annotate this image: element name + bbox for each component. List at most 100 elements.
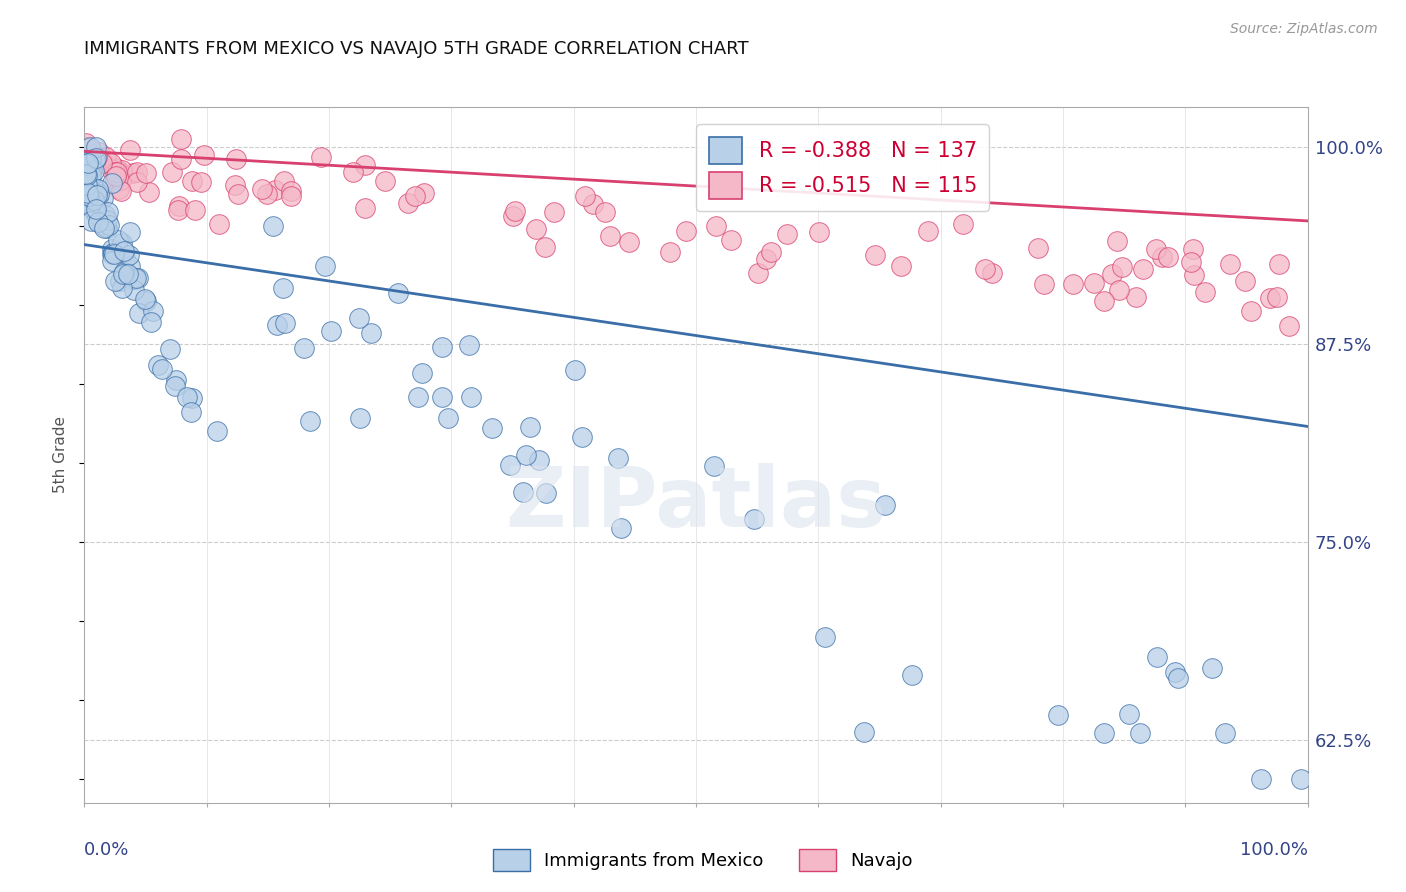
Point [1268,257,1291,271]
Point [84,153,107,167]
Point [1132,261,1154,276]
Point [86,151,108,165]
Point [112,244,135,259]
Point [75,149,97,163]
Point [76,168,98,182]
Point [761,244,783,259]
Point [406,391,429,405]
Point [76,162,98,177]
Point [87,182,110,196]
Point [96,219,118,234]
Point [180,174,202,188]
Point [776,227,799,241]
Point [83,156,105,170]
Point [165,373,187,387]
Point [1157,250,1180,264]
Point [224,178,246,193]
Point [901,668,924,682]
Point [118,259,141,273]
Point [94,208,117,222]
Point [619,235,641,249]
Point [704,219,727,233]
Text: 100.0%: 100.0% [1240,841,1308,859]
Point [184,203,207,218]
Point [96,220,118,235]
Point [458,337,481,351]
Point [146,358,169,372]
Point [404,189,426,203]
Point [503,204,526,219]
Point [1144,242,1167,256]
Point [87,190,110,204]
Point [167,202,190,217]
Point [160,164,183,178]
Text: 0.0%: 0.0% [84,841,129,859]
Text: IMMIGRANTS FROM MEXICO VS NAVAJO 5TH GRADE CORRELATION CHART: IMMIGRANTS FROM MEXICO VS NAVAJO 5TH GRA… [84,40,749,58]
Point [75,140,97,154]
Point [519,419,541,434]
Point [75,153,97,167]
Point [80,152,103,166]
Point [808,225,831,239]
Point [396,195,419,210]
Point [280,184,302,198]
Point [205,424,228,438]
Point [180,405,202,419]
Point [108,163,131,178]
Point [111,281,134,295]
Point [952,217,974,231]
Point [110,173,132,187]
Point [79,140,101,154]
Point [353,158,375,172]
Point [271,280,294,294]
Point [114,252,136,266]
Point [314,259,336,273]
Point [84,207,107,221]
Point [387,285,409,300]
Point [89,187,111,202]
Point [534,240,557,254]
Point [1213,725,1236,739]
Point [128,306,150,320]
Point [430,390,453,404]
Point [190,175,212,189]
Point [107,165,129,179]
Point [1026,240,1049,254]
Point [86,139,108,153]
Point [280,188,302,202]
Point [79,166,101,180]
Point [208,217,231,231]
Point [79,197,101,211]
Point [502,209,524,223]
Point [121,166,143,180]
Point [97,204,120,219]
Point [1092,293,1115,308]
Point [75,136,97,151]
Point [83,193,105,207]
Point [262,219,284,233]
Point [1108,283,1130,297]
Point [863,247,886,261]
Point [80,214,103,228]
Point [79,162,101,177]
Point [87,215,110,229]
Point [142,303,165,318]
Point [360,326,382,341]
Point [599,228,621,243]
Point [108,274,131,288]
Point [75,151,97,165]
Point [80,161,103,176]
Point [101,246,124,260]
Point [1164,665,1187,680]
Point [299,413,322,427]
Point [607,450,630,465]
Point [117,267,139,281]
Point [413,186,436,201]
Point [582,197,605,211]
Point [86,187,108,202]
Point [94,150,117,164]
Point [75,190,97,204]
Point [118,247,141,261]
Point [349,411,371,425]
Point [84,202,107,216]
